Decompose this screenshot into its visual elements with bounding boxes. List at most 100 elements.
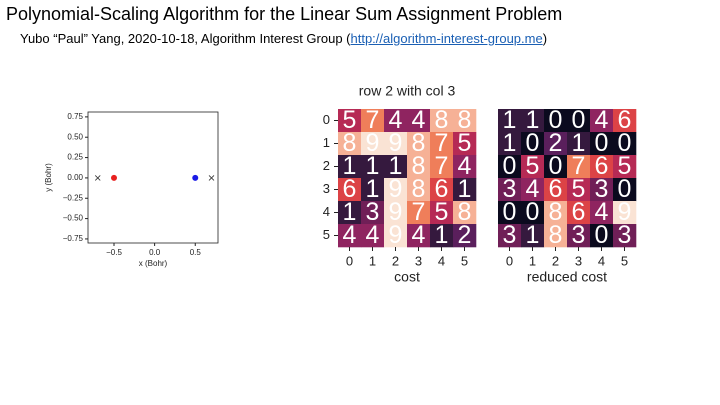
subtitle-text: Yubo “Paul” Yang, 2020-10-18, Algorithm … bbox=[20, 31, 351, 46]
heatmap-cell bbox=[384, 132, 408, 156]
cell-label: 7 bbox=[412, 198, 426, 226]
y-tick-label: 0.75 bbox=[67, 112, 83, 121]
cell-label: 0 bbox=[549, 106, 563, 134]
x-tick-label: 0 bbox=[346, 253, 353, 268]
heatmap-cell bbox=[498, 155, 522, 179]
heatmap-cell bbox=[544, 155, 568, 179]
y-axis-label: y (Bohr) bbox=[44, 163, 53, 192]
cell-label: 8 bbox=[549, 198, 563, 226]
heatmap-cell bbox=[384, 155, 408, 179]
subtitle-text: ) bbox=[542, 31, 548, 46]
heatmap-cell bbox=[613, 132, 637, 156]
heatmap-cell bbox=[430, 178, 454, 202]
heatmap-cell bbox=[613, 178, 637, 202]
heatmap-cell bbox=[544, 178, 568, 202]
heatmap-cell bbox=[361, 155, 385, 179]
cell-label: 1 bbox=[366, 152, 380, 180]
heatmap-cell bbox=[361, 201, 385, 225]
x-tick-label: 5 bbox=[621, 253, 628, 268]
plot-frame bbox=[87, 111, 219, 244]
cell-label: 6 bbox=[343, 175, 357, 203]
cell-label: 2 bbox=[549, 129, 563, 157]
cell-label: 2 bbox=[458, 221, 472, 249]
cell-label: 7 bbox=[435, 129, 449, 157]
x-tick-label: −0.5 bbox=[106, 248, 122, 257]
heatmap-cell bbox=[567, 155, 591, 179]
cell-label: 6 bbox=[595, 152, 609, 180]
heatmap-cell bbox=[544, 201, 568, 225]
cell-label: 4 bbox=[526, 175, 540, 203]
cell-label: 1 bbox=[572, 129, 586, 157]
heatmap-cell bbox=[453, 109, 477, 133]
heatmap-cell bbox=[498, 109, 522, 133]
x-tick-label: 1 bbox=[369, 253, 376, 268]
heatmap-cell bbox=[590, 132, 614, 156]
x-tick-label: 5 bbox=[461, 253, 468, 268]
cell-label: 1 bbox=[343, 152, 357, 180]
heatmap-cell bbox=[338, 109, 362, 133]
heatmap-cell bbox=[613, 224, 637, 248]
cell-label: 3 bbox=[503, 221, 517, 249]
heatmap-cell bbox=[613, 109, 637, 133]
y-tick-label: 0.50 bbox=[67, 132, 83, 141]
y-tick-label: 0.00 bbox=[67, 173, 83, 182]
cell-label: 5 bbox=[343, 106, 357, 134]
x-tick-label: 1 bbox=[529, 253, 536, 268]
x-tick-label: 4 bbox=[438, 253, 445, 268]
cell-label: 0 bbox=[595, 129, 609, 157]
cell-label: 9 bbox=[389, 198, 403, 226]
cell-label: 9 bbox=[618, 198, 632, 226]
heatmap-cell bbox=[430, 155, 454, 179]
cell-label: 0 bbox=[549, 152, 563, 180]
heatmap-cell bbox=[338, 132, 362, 156]
cell-label: 0 bbox=[595, 221, 609, 249]
cell-label: 6 bbox=[618, 106, 632, 134]
x-tick-label: 0.5 bbox=[190, 248, 202, 257]
y-tick-label: 0.25 bbox=[67, 153, 83, 162]
x-tick-label: 2 bbox=[552, 253, 559, 268]
heatmap-cell bbox=[361, 224, 385, 248]
cell-label: 4 bbox=[595, 106, 609, 134]
cell-label: 3 bbox=[366, 198, 380, 226]
heatmap-cell bbox=[453, 201, 477, 225]
cell-label: 0 bbox=[503, 198, 517, 226]
x-marker bbox=[94, 175, 101, 181]
heatmap-cell bbox=[590, 109, 614, 133]
point bbox=[111, 174, 117, 181]
cell-label: 9 bbox=[366, 129, 380, 157]
heatmap-cell bbox=[590, 224, 614, 248]
heatmap-cell bbox=[407, 201, 431, 225]
heatmap-cell bbox=[361, 109, 385, 133]
heatmap-cell bbox=[338, 155, 362, 179]
y-tick-label: 2 bbox=[323, 158, 330, 173]
cell-label: 7 bbox=[435, 152, 449, 180]
x-tick-label: 3 bbox=[575, 253, 582, 268]
cell-label: 0 bbox=[526, 129, 540, 157]
link[interactable]: http://algorithm-interest-group.me bbox=[350, 31, 543, 46]
cell-label: 7 bbox=[366, 106, 380, 134]
y-tick-label: 0 bbox=[323, 112, 330, 127]
cell-label: 1 bbox=[526, 221, 540, 249]
y-tick-label: 4 bbox=[323, 204, 330, 219]
heatmap-cell bbox=[521, 109, 545, 133]
heatmap-cell bbox=[498, 178, 522, 202]
cell-label: 5 bbox=[572, 175, 586, 203]
heatmap-cell bbox=[407, 178, 431, 202]
heatmap-cell bbox=[544, 109, 568, 133]
cell-label: 1 bbox=[503, 106, 517, 134]
heatmap-cell bbox=[498, 201, 522, 225]
y-tick-label: −0.75 bbox=[63, 234, 84, 243]
x-tick-label: 4 bbox=[598, 253, 605, 268]
cell-label: 6 bbox=[435, 175, 449, 203]
heatmap-cell bbox=[567, 132, 591, 156]
cell-label: 1 bbox=[389, 152, 403, 180]
cell-label: 1 bbox=[366, 175, 380, 203]
heatmap-cell bbox=[430, 201, 454, 225]
heatmap-cell bbox=[384, 178, 408, 202]
cell-label: 3 bbox=[503, 175, 517, 203]
heatmap-cell bbox=[407, 132, 431, 156]
heatmap-cell bbox=[521, 224, 545, 248]
cell-label: 3 bbox=[572, 221, 586, 249]
cell-label: 3 bbox=[618, 221, 632, 249]
